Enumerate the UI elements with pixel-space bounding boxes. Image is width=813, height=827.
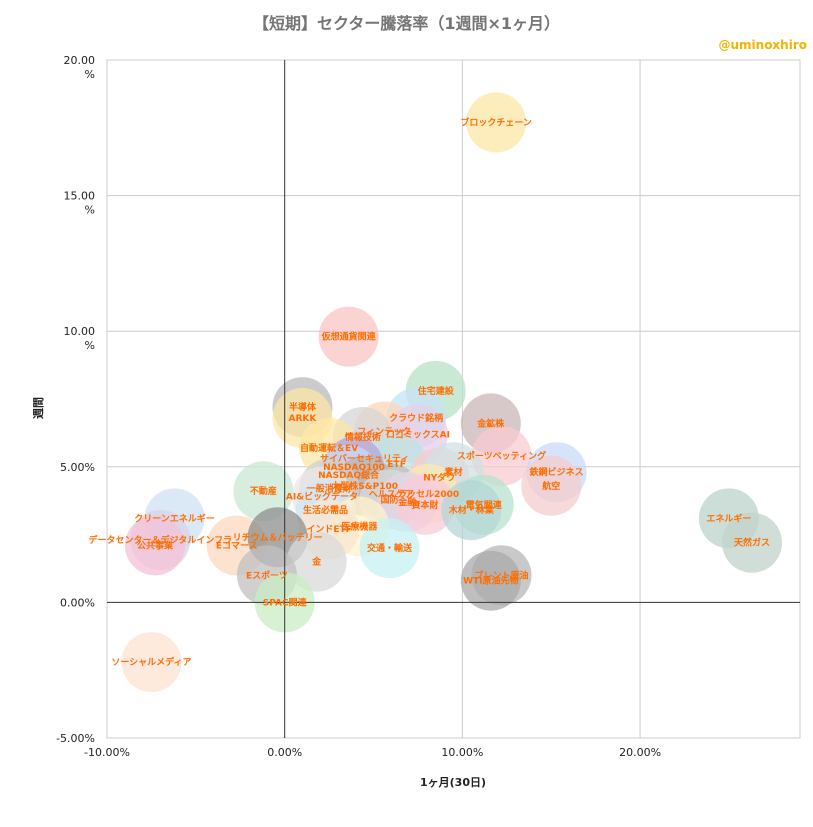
bubble-label: ラッセル2000 (398, 489, 459, 500)
x-tick-label: -10.00% (84, 746, 130, 759)
bubble[interactable] (521, 455, 582, 516)
bubble-label: 交通・輸送 (367, 542, 413, 554)
y-tick-unit: % (85, 339, 95, 352)
bubble-label: 金融 (397, 496, 416, 508)
bubble-label: ブレント原油 (474, 569, 528, 581)
y-tick-label: 20.00 (64, 54, 96, 67)
bubble-label: フィンテック (357, 427, 411, 438)
bubble[interactable] (233, 461, 294, 522)
bubble-label: 医療機器 (341, 520, 378, 532)
bubble-label: サイバーセキュリティ (320, 454, 409, 465)
x-tick-label: 10.00% (441, 746, 483, 759)
bubble[interactable] (441, 480, 502, 541)
y-tick-label: 10.00 (64, 325, 96, 338)
bubble-label: データセンター＆デジタルインフラ (89, 534, 233, 546)
bubble-label: AI&ビッグデータ (286, 491, 358, 503)
bubble-label: 国防 (381, 493, 399, 505)
y-tick-label: -5.00% (56, 732, 95, 745)
bubble[interactable] (318, 306, 379, 367)
author-credit[interactable]: @uminoxhiro (718, 38, 807, 52)
bubble-label: エネルギー (706, 512, 751, 524)
bubble[interactable] (395, 474, 456, 535)
bubble-label: 情報技術 (344, 431, 381, 443)
bubble-label: ブロックチェーン (460, 116, 532, 128)
bubble-label: SPAC関連 (263, 596, 308, 608)
y-tick-unit: % (85, 204, 95, 217)
bubble-label: クリーンエネルギー (134, 512, 215, 524)
bubble-label: 一般消費財 (307, 482, 352, 494)
bubble-label: 鉄鋼ビジネス (530, 466, 584, 478)
bubble-layer (121, 92, 783, 693)
bubble-label: ヘルスケア (369, 489, 414, 500)
bubble-label: 素材 (444, 466, 462, 478)
chart-title: 【短期】セクター騰落率（1週間×1ヶ月） (252, 14, 561, 33)
bubble-label: ETF (387, 460, 405, 470)
bubble[interactable] (286, 531, 347, 592)
bubble-label: 自動運転＆EV (300, 442, 358, 454)
bubble-label: 大型株S&P100 (331, 480, 398, 492)
bubble-label: ARKK (289, 414, 318, 424)
y-tick-label: 15.00 (64, 190, 96, 203)
bubble-label: Eスポーツ (246, 569, 288, 581)
x-tick-label: 20.00% (619, 746, 661, 759)
bubble-label: 半導体 (289, 401, 317, 413)
bubble-label: 資本財 (412, 499, 439, 511)
bubble-label: NYダウ (423, 472, 455, 484)
bubble[interactable] (471, 425, 532, 486)
bubble-label: 金鉱株 (476, 417, 505, 429)
y-tick-unit: % (85, 68, 95, 81)
bubble-label: 生活必需品 (303, 504, 348, 516)
bubble-label: NASDAQ総合 (318, 469, 380, 481)
bubble-label: リチウム＆バッテリー (233, 532, 323, 543)
bubble-label: 航空 (542, 480, 560, 492)
bubble-label: 金 (311, 556, 322, 568)
bubble[interactable] (722, 512, 783, 573)
bubble[interactable] (359, 518, 420, 579)
bubble[interactable] (124, 515, 185, 576)
y-axis-label: 週間 (31, 397, 45, 419)
x-axis-label: 1ヶ月(30日) (420, 776, 486, 789)
bubble-label: 電気関連 (466, 499, 503, 511)
bubble[interactable] (460, 550, 521, 611)
bubble-label: ロゴミックスAI (386, 428, 450, 440)
bubble-label: 公共事業 (137, 539, 174, 551)
bubble-label: WTI原油先物 (463, 575, 518, 587)
y-tick-label: 5.00% (60, 461, 95, 474)
bubble[interactable] (466, 92, 527, 153)
tick-labels: -10.00% 0.00% 10.00% 20.00%20.00%15.00%10.0… (56, 54, 661, 759)
bubble-label: 天然ガス (734, 537, 770, 549)
bubble-label: 木材・林業 (448, 504, 495, 516)
bubble-label: 仮想通貨関連 (321, 331, 377, 343)
bubble-label: 不動産 (250, 485, 277, 497)
y-tick-label: 0.00% (60, 596, 95, 609)
bubble-label: Eコマース (216, 540, 258, 551)
bubble-label: インドETF (306, 524, 351, 535)
x-tick-label: 0.00% (267, 746, 302, 759)
bubble[interactable] (121, 632, 182, 693)
bubble-label: クラウド銘柄 (389, 412, 443, 424)
bubble-label: NASDAQ100 (323, 463, 385, 473)
zero-axes (107, 60, 800, 738)
bubble-label: スポーツベッティング (457, 450, 546, 462)
bubble-label: ソーシャルメディア (111, 656, 191, 668)
bubble-label: 住宅建設 (418, 385, 455, 397)
